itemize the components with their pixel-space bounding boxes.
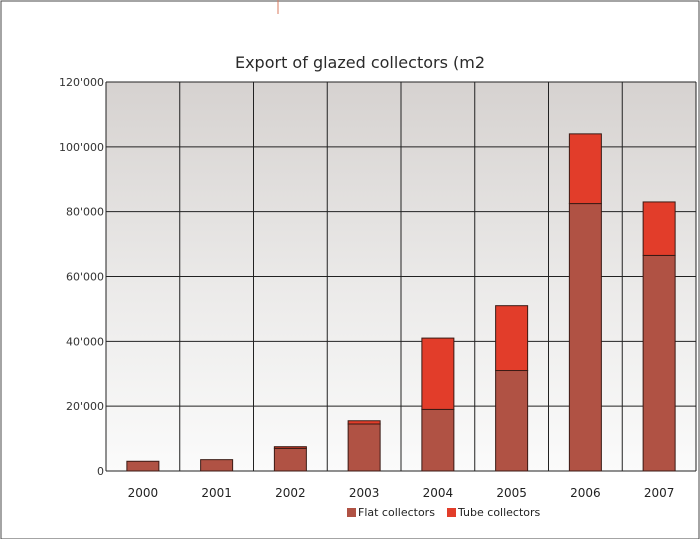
x-tick-label: 2002 [275,486,306,500]
bar-flat-2005 [495,370,529,472]
bar-tube-2004 [421,337,455,410]
chart-title: Export of glazed collectors (m2 [235,53,485,72]
y-tick-label: 60'000 [66,271,104,284]
y-tick-label: 80'000 [66,206,104,219]
y-axis-ticks: 0 20'000 40'000 60'000 80'000 100'000 120'000 [59,76,104,478]
bar-tube-2005 [495,305,529,372]
y-tick-label: 40'000 [66,335,104,348]
bar-tube-2006 [568,133,602,205]
legend-swatch-flat [347,508,356,517]
legend: Flat collectors Tube collectors [347,506,541,519]
bar-flat-2002 [273,447,307,472]
y-tick-label: 100'000 [59,141,104,154]
legend-swatch-tube [447,508,456,517]
x-axis-ticks: 2000 2001 2002 2003 2004 2005 2006 2007 [128,486,675,500]
bar-flat-2003 [347,423,381,472]
x-tick-label: 2006 [570,486,601,500]
bar-flat-2007 [642,254,676,472]
bar-tube-2003 [347,420,381,425]
bar-tube-2007 [642,201,676,256]
y-tick-label: 20'000 [66,400,104,413]
bars [126,133,676,472]
bar-flat-2004 [421,408,455,472]
x-tick-label: 2000 [128,486,159,500]
x-tick-label: 2005 [496,486,527,500]
x-tick-label: 2003 [349,486,380,500]
bar-flat-2000 [126,460,160,472]
x-tick-label: 2004 [423,486,454,500]
legend-label-tube: Tube collectors [457,506,541,519]
bar-tube-2002 [273,446,307,449]
x-tick-label: 2007 [644,486,675,500]
x-tick-label: 2001 [201,486,232,500]
bar-flat-2001 [200,459,234,472]
bar-flat-2006 [568,203,602,472]
legend-label-flat: Flat collectors [358,506,435,519]
y-tick-label: 0 [97,465,104,478]
y-tick-label: 120'000 [59,76,104,89]
